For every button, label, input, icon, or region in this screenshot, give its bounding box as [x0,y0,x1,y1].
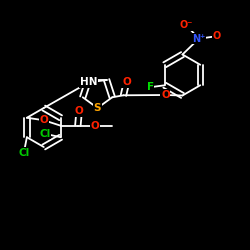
Text: Cl: Cl [18,148,30,158]
Text: O: O [40,115,48,125]
Text: O⁻: O⁻ [180,20,193,30]
Text: Cl: Cl [40,129,51,139]
Text: O: O [122,77,131,87]
Text: O: O [161,90,170,100]
Text: O: O [90,121,99,131]
Text: O: O [75,106,84,116]
Text: F: F [147,82,154,92]
Text: S: S [94,103,101,113]
Text: N⁺: N⁺ [192,34,205,44]
Text: O: O [212,31,220,41]
Text: HN: HN [80,78,97,88]
